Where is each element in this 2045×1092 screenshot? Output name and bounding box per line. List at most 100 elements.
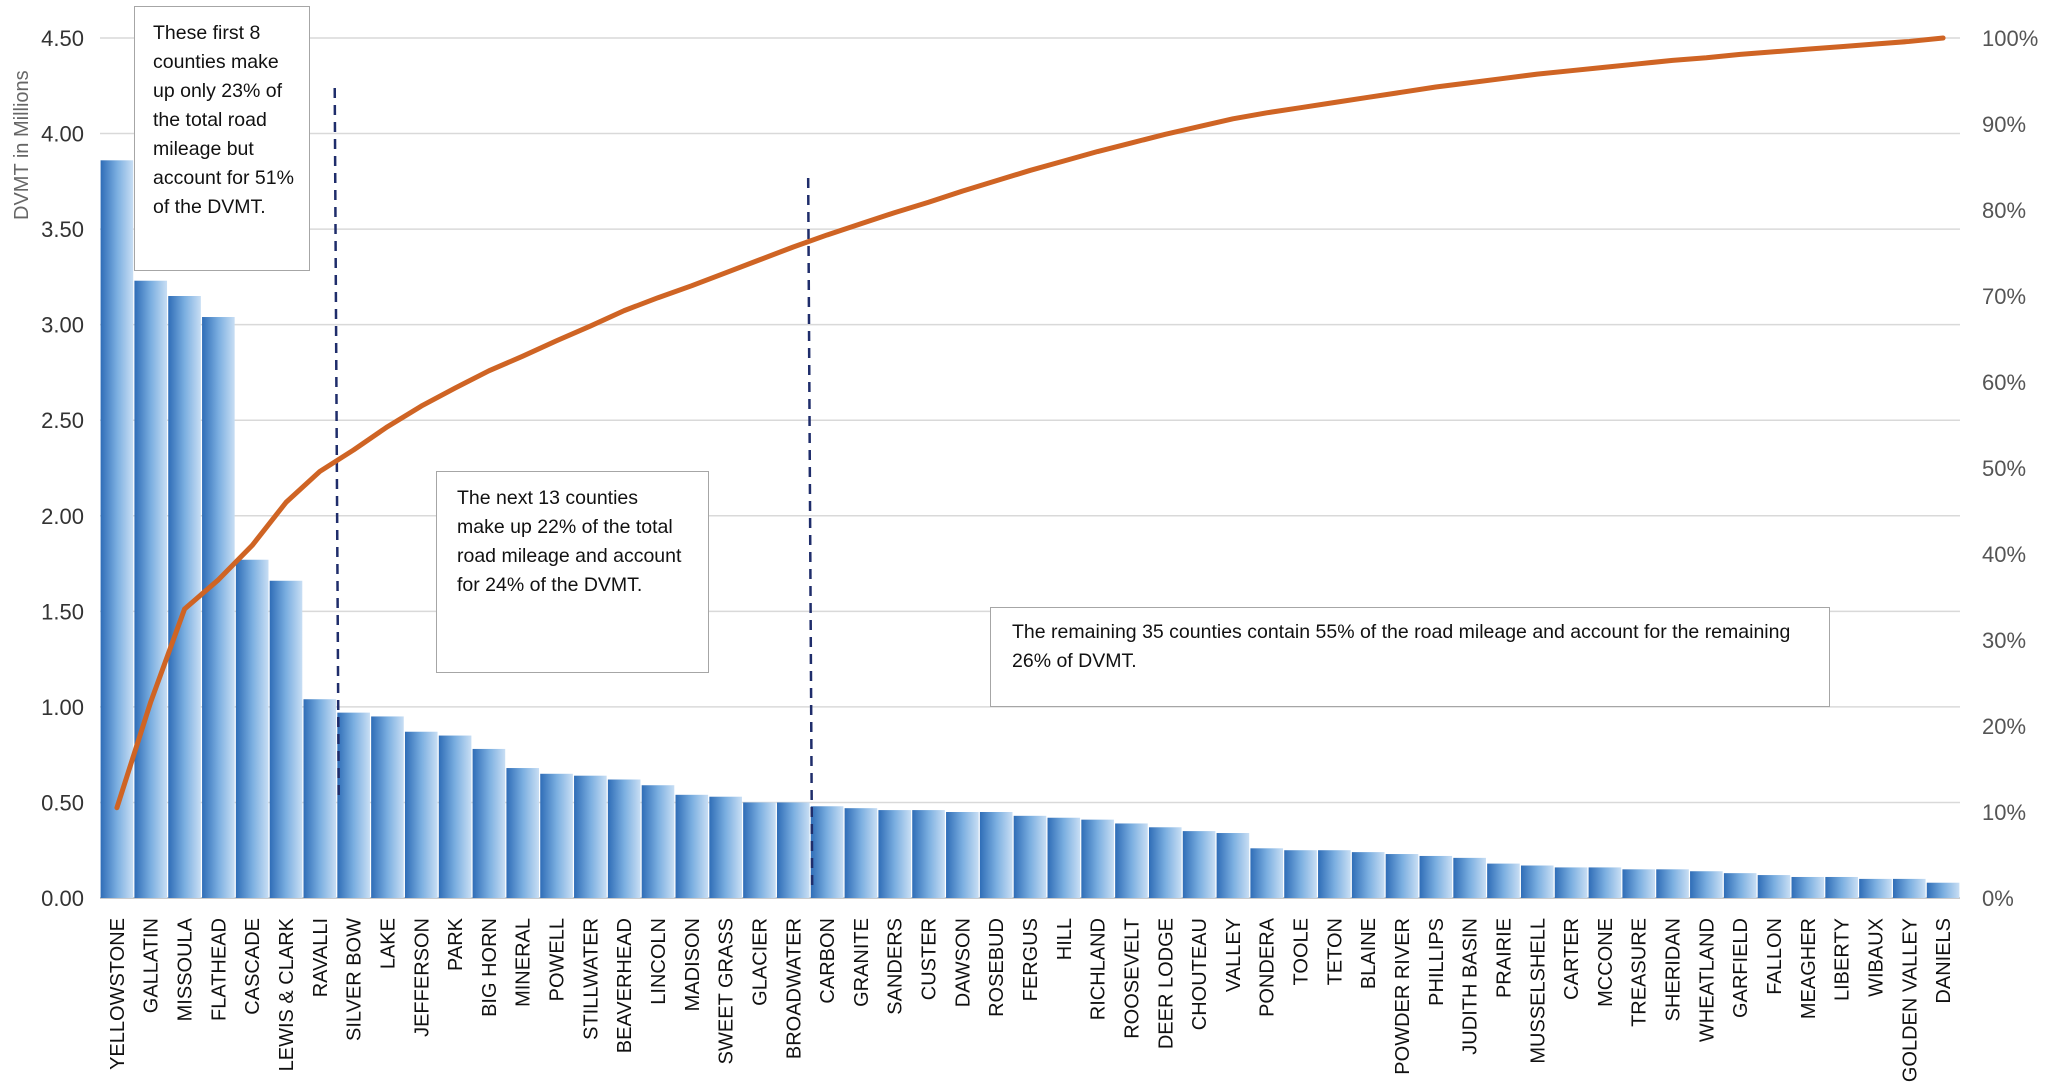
bar <box>1284 850 1317 898</box>
bar <box>202 317 235 898</box>
cumulative-line <box>114 35 1946 811</box>
category-label: RICHLAND <box>1088 918 1110 1020</box>
category-label: WIBAUX <box>1865 918 1887 997</box>
y-tick-label: 0.50 <box>41 790 84 815</box>
bar <box>810 806 844 898</box>
x-axis-categories: YELLOWSTONE GALLATIN MISSOULA FLATHEAD CASCA… <box>107 917 1955 1082</box>
y2-tick-label: 20% <box>1982 714 2026 739</box>
y2-tick-label: 0% <box>1982 886 2014 911</box>
bar <box>1385 854 1419 898</box>
y-tick-label: 3.50 <box>41 217 84 242</box>
bar <box>1318 850 1351 898</box>
category-label: POWDER RIVER <box>1392 918 1414 1075</box>
bar <box>641 785 675 898</box>
category-label: ROSEBUD <box>986 918 1008 1017</box>
bar <box>1115 823 1148 898</box>
bar <box>574 775 607 898</box>
y-axis-left: 0.00 0.50 1.00 1.50 2.00 2.50 3.00 3.50 4.00 4.50 <box>41 26 84 911</box>
y2-tick-label: 70% <box>1982 284 2026 309</box>
bar <box>979 812 1013 898</box>
bar <box>1622 869 1656 898</box>
category-label: LIBERTY <box>1832 918 1854 1001</box>
bar <box>1926 882 1960 898</box>
bar <box>1250 848 1284 898</box>
category-label: GOLDEN VALLEY <box>1899 918 1921 1082</box>
category-label: CHOUTEAU <box>1189 918 1211 1030</box>
bar <box>1047 817 1081 898</box>
category-label: GARFIELD <box>1730 918 1752 1018</box>
category-label: SWEET GRASS <box>716 918 738 1064</box>
bar <box>100 160 134 899</box>
y2-tick-label: 80% <box>1982 198 2026 223</box>
category-label: GLACIER <box>749 918 771 1006</box>
bar <box>506 768 540 898</box>
y-axis-title: DVMT in Millions <box>11 70 33 220</box>
y-tick-label: 4.50 <box>41 26 84 51</box>
bar <box>844 808 878 898</box>
bar <box>371 716 404 898</box>
bar <box>1351 852 1385 898</box>
category-label: MADISON <box>682 918 704 1011</box>
category-label: CARTER <box>1561 918 1583 1000</box>
bar <box>1453 857 1486 898</box>
category-label: CUSTER <box>919 918 941 1000</box>
category-label: HILL <box>1054 918 1076 960</box>
bar <box>878 810 912 898</box>
category-label: JUDITH BASIN <box>1460 918 1482 1055</box>
cumulative-percent-line <box>114 35 1946 811</box>
category-label: LEWIS & CLARK <box>276 917 298 1071</box>
group-separator <box>806 177 814 891</box>
category-label: LAKE <box>377 918 399 969</box>
bar <box>1791 876 1825 898</box>
bar <box>303 699 337 898</box>
category-label: VALLEY <box>1223 918 1245 992</box>
bar <box>1013 815 1047 898</box>
annotation-next-counties: The next 13 counties make up 22% of the … <box>436 471 709 673</box>
bar <box>404 731 438 898</box>
bar <box>675 794 709 898</box>
bar <box>134 280 168 898</box>
category-label: DEER LODGE <box>1155 918 1177 1049</box>
category-label: JEFFERSON <box>411 918 433 1037</box>
bar <box>235 559 269 898</box>
category-label: RAVALLI <box>310 918 332 997</box>
category-label: BIG HORN <box>479 918 501 1017</box>
bar <box>1825 876 1858 898</box>
category-label: PONDERA <box>1257 917 1279 1017</box>
y-tick-label: 2.00 <box>41 504 84 529</box>
category-label: BEAVERHEAD <box>614 918 636 1053</box>
category-label: GRANITE <box>851 918 873 1007</box>
y-tick-label: 2.50 <box>41 408 84 433</box>
category-label: FERGUS <box>1020 918 1042 1001</box>
bar <box>946 812 979 898</box>
bar <box>1419 855 1453 898</box>
y2-tick-label: 100% <box>1982 26 2038 51</box>
y2-tick-label: 50% <box>1982 456 2026 481</box>
bar <box>337 712 370 898</box>
bar <box>1588 867 1622 898</box>
y-tick-label: 4.00 <box>41 122 84 147</box>
category-label: TETON <box>1324 918 1346 985</box>
category-label: MCCONE <box>1595 918 1617 1007</box>
annotation-remaining-counties: The remaining 35 counties contain 55% of… <box>990 607 1830 707</box>
category-label: POWELL <box>547 918 569 1001</box>
bar <box>1216 833 1250 898</box>
y-tick-label: 0.00 <box>41 886 84 911</box>
category-label: BLAINE <box>1358 918 1380 989</box>
y-tick-label: 3.00 <box>41 313 84 338</box>
bar <box>1081 819 1114 898</box>
bar <box>743 802 776 898</box>
category-label: FLATHEAD <box>208 918 230 1021</box>
bar <box>1182 831 1216 898</box>
category-label: MEAGHER <box>1798 918 1820 1019</box>
y2-tick-label: 60% <box>1982 370 2026 395</box>
category-label: CASCADE <box>242 918 264 1015</box>
bar <box>438 735 472 898</box>
bar <box>1892 878 1926 898</box>
category-label: PRAIRIE <box>1493 918 1515 998</box>
bar <box>709 796 742 898</box>
bar <box>1757 875 1791 898</box>
bar <box>1148 827 1182 898</box>
bar <box>1690 871 1723 898</box>
